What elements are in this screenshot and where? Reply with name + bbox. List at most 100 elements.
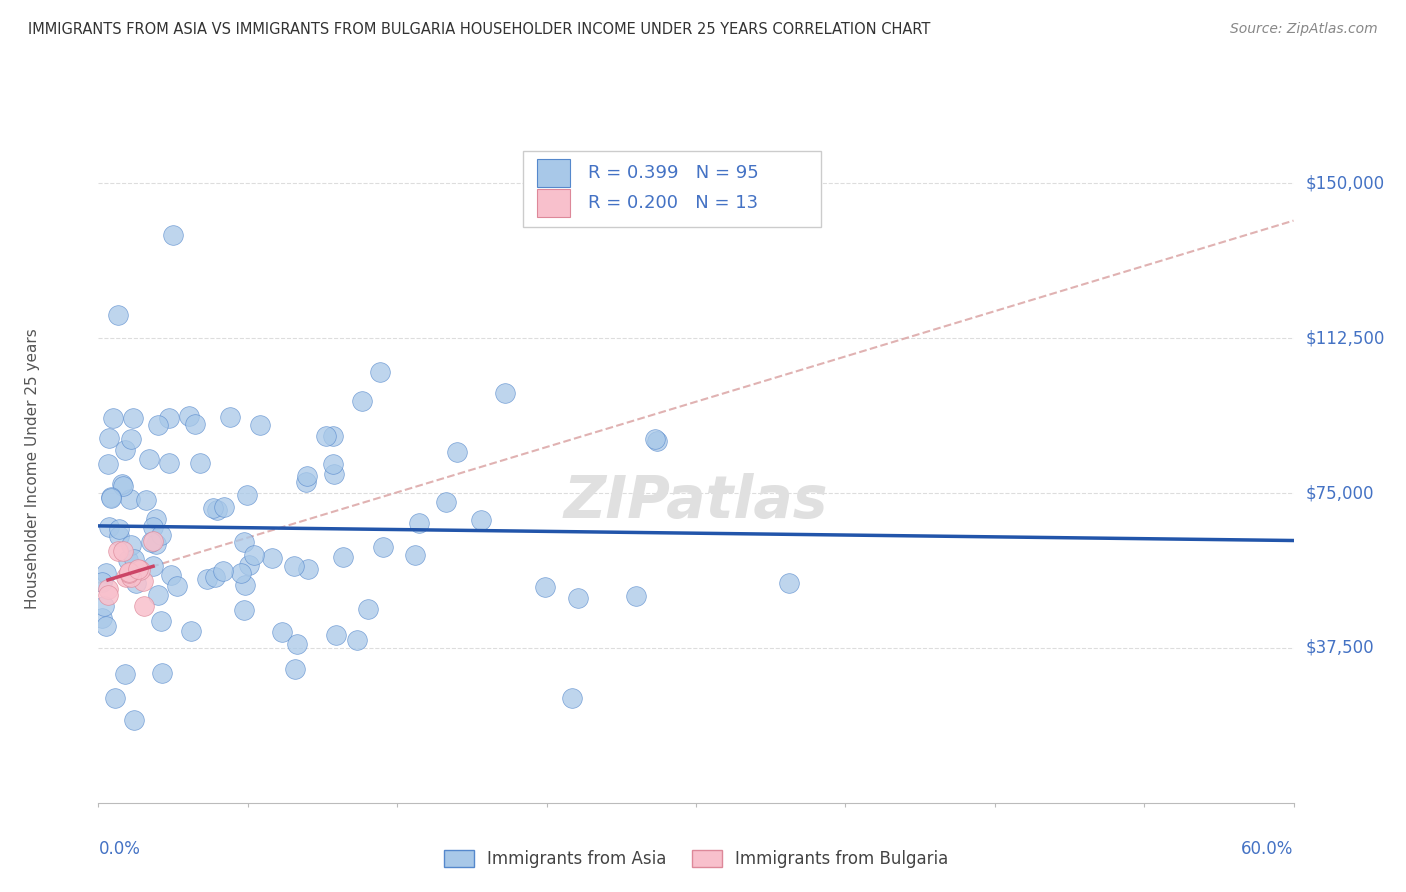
Point <box>135 493 157 508</box>
Point <box>142 520 165 534</box>
Text: R = 0.399   N = 95: R = 0.399 N = 95 <box>588 163 759 182</box>
Point <box>97 588 120 602</box>
Point <box>243 548 266 562</box>
Point <box>371 540 394 554</box>
Point <box>644 432 666 446</box>
Point <box>134 599 156 613</box>
Text: Householder Income Under 25 years: Householder Income Under 25 years <box>25 328 41 608</box>
Point <box>567 591 589 605</box>
Point <box>111 477 134 491</box>
Point <box>357 601 380 615</box>
Point <box>146 588 169 602</box>
Point <box>325 628 347 642</box>
Point <box>260 551 283 566</box>
Point <box>232 535 254 549</box>
Point <box>404 548 426 562</box>
Point <box>332 549 354 564</box>
Point <box>104 690 127 705</box>
Point <box>160 568 183 582</box>
Point <box>157 456 180 470</box>
Point <box>315 429 337 443</box>
Point <box>295 469 318 483</box>
Point <box>323 467 346 482</box>
Point <box>146 417 169 432</box>
Point <box>446 445 468 459</box>
Point <box>494 386 516 401</box>
Point <box>107 523 129 537</box>
Point <box>287 637 309 651</box>
Point <box>127 562 149 576</box>
Point <box>204 570 226 584</box>
Point <box>534 580 557 594</box>
Text: $75,000: $75,000 <box>1305 484 1374 502</box>
Point <box>202 500 225 515</box>
Point <box>117 553 139 567</box>
Text: $112,500: $112,500 <box>1305 329 1385 347</box>
Point <box>624 589 647 603</box>
Point <box>132 574 155 588</box>
Point <box>214 500 236 515</box>
Point <box>111 479 134 493</box>
Point <box>470 513 492 527</box>
Text: Source: ZipAtlas.com: Source: ZipAtlas.com <box>1230 22 1378 37</box>
Point <box>98 519 121 533</box>
Text: 60.0%: 60.0% <box>1241 839 1294 857</box>
Point <box>205 503 228 517</box>
Point <box>118 565 141 579</box>
Point <box>145 537 167 551</box>
Point <box>129 563 152 577</box>
Point <box>231 566 253 580</box>
Point <box>322 457 344 471</box>
Point <box>138 452 160 467</box>
Point <box>100 491 122 505</box>
Point <box>120 433 142 447</box>
Point <box>162 228 184 243</box>
Point <box>184 417 207 432</box>
Point <box>145 512 167 526</box>
Point <box>122 713 145 727</box>
Point <box>114 443 136 458</box>
Point <box>295 475 318 489</box>
Point <box>152 666 174 681</box>
Point <box>157 411 180 425</box>
Point <box>218 410 240 425</box>
Point <box>125 576 148 591</box>
Point <box>284 662 307 676</box>
Bar <box>537 189 571 218</box>
Point <box>114 666 136 681</box>
Point <box>93 599 115 614</box>
Point <box>150 614 173 628</box>
Point <box>212 565 235 579</box>
Point <box>97 457 120 471</box>
Point <box>118 566 141 580</box>
Text: IMMIGRANTS FROM ASIA VS IMMIGRANTS FROM BULGARIA HOUSEHOLDER INCOME UNDER 25 YEA: IMMIGRANTS FROM ASIA VS IMMIGRANTS FROM … <box>28 22 931 37</box>
Point <box>150 528 173 542</box>
Point <box>180 624 202 638</box>
Point <box>120 538 142 552</box>
Point <box>122 410 145 425</box>
Point <box>350 394 373 409</box>
Point <box>166 579 188 593</box>
Point <box>283 558 305 573</box>
Text: R = 0.200   N = 13: R = 0.200 N = 13 <box>588 194 758 211</box>
Point <box>408 516 430 530</box>
Point <box>103 411 125 425</box>
Text: $150,000: $150,000 <box>1305 174 1385 193</box>
Point <box>107 308 129 322</box>
Point <box>100 490 122 504</box>
Point <box>91 574 114 589</box>
Point <box>232 602 254 616</box>
Point <box>236 488 259 502</box>
Text: 0.0%: 0.0% <box>98 839 141 857</box>
Point <box>112 544 135 558</box>
Point <box>188 456 211 470</box>
Point <box>645 434 668 448</box>
Point <box>778 575 800 590</box>
Point <box>177 409 200 423</box>
Point <box>142 533 165 548</box>
Point <box>233 578 256 592</box>
Point <box>322 429 344 443</box>
Point <box>120 570 142 584</box>
Point <box>107 544 129 558</box>
Point <box>249 418 271 433</box>
